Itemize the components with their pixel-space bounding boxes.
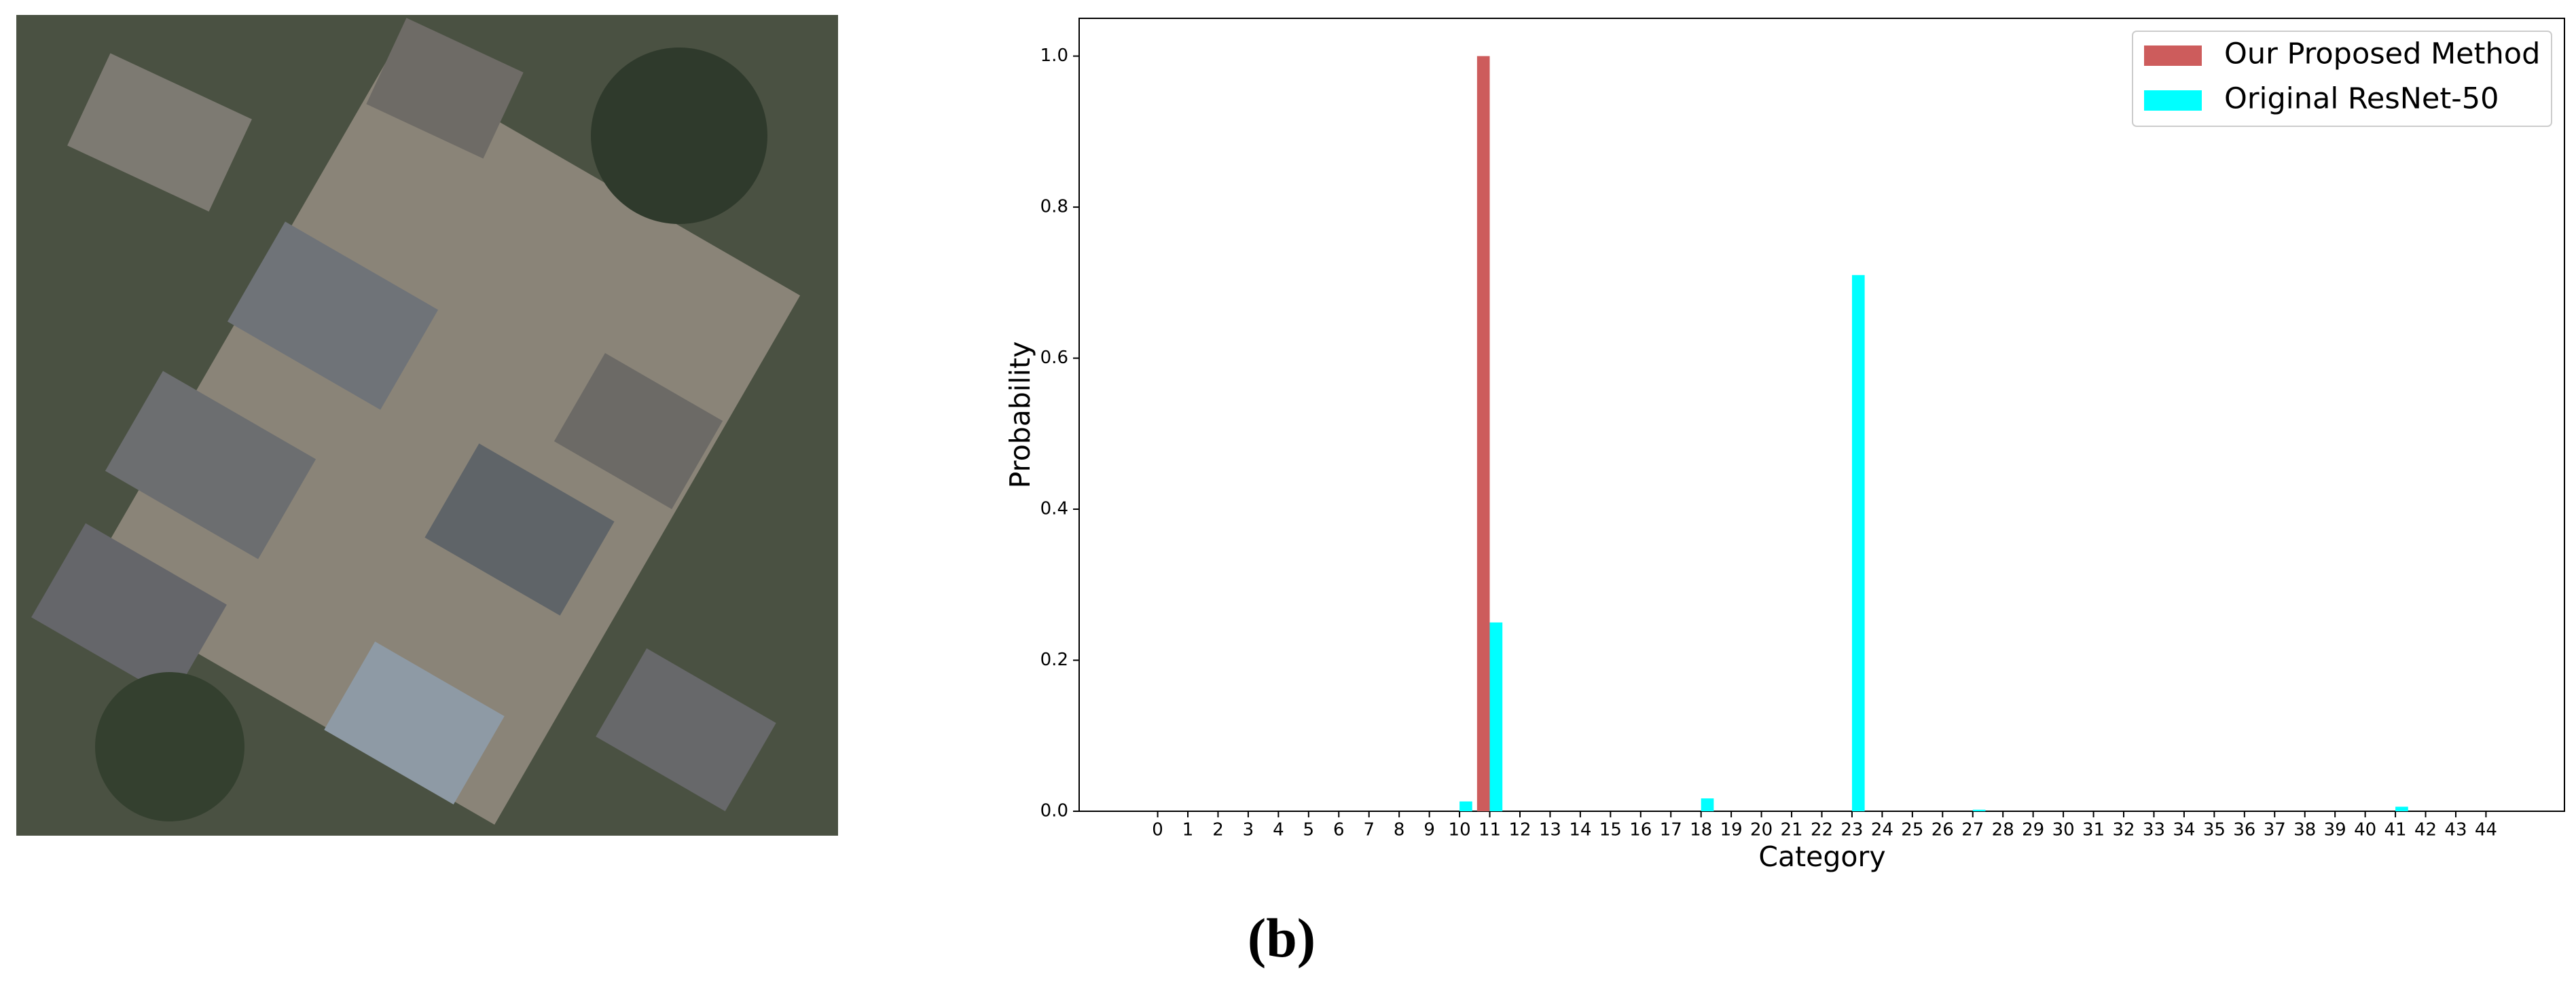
legend-label: Original ResNet-50 — [2224, 82, 2499, 116]
x-tick-label: 30 — [2052, 820, 2075, 840]
x-tick-label: 12 — [1508, 820, 1531, 840]
x-tick-label: 13 — [1539, 820, 1561, 840]
x-tick-label: 7 — [1363, 820, 1375, 840]
y-tick-label: 0.8 — [1040, 197, 1068, 217]
x-tick-label: 43 — [2444, 820, 2467, 840]
axes-frame — [1078, 18, 2565, 812]
legend-swatch — [2144, 90, 2202, 111]
x-tick-label: 19 — [1720, 820, 1743, 840]
x-tick-label: 36 — [2233, 820, 2255, 840]
x-tick-label: 33 — [2143, 820, 2165, 840]
x-tick-label: 32 — [2112, 820, 2135, 840]
caption: (b) — [1248, 907, 1316, 969]
x-tick-label: 38 — [2293, 820, 2316, 840]
bar — [1972, 809, 1986, 811]
x-tick-label: 9 — [1423, 820, 1435, 840]
y-tick-label: 1.0 — [1040, 45, 1068, 66]
x-tick-label: 1 — [1182, 820, 1194, 840]
x-tick-label: 15 — [1599, 820, 1622, 840]
legend-swatch — [2144, 45, 2202, 66]
x-tick-label: 5 — [1303, 820, 1315, 840]
x-tick-label: 39 — [2324, 820, 2346, 840]
x-tick-label: 21 — [1781, 820, 1803, 840]
bar — [1851, 275, 1865, 811]
x-tick-label: 6 — [1333, 820, 1345, 840]
aerial-image — [16, 15, 838, 836]
x-tick-label: 27 — [1961, 820, 1984, 840]
x-tick-label: 8 — [1394, 820, 1405, 840]
y-axis-label: Probability — [1004, 341, 1036, 489]
y-tick-label: 0.0 — [1040, 801, 1068, 821]
x-tick-label: 14 — [1569, 820, 1591, 840]
bar — [1459, 801, 1472, 811]
x-tick-label: 3 — [1243, 820, 1254, 840]
x-tick-label: 18 — [1690, 820, 1712, 840]
x-tick-label: 34 — [2173, 820, 2195, 840]
x-tick-label: 31 — [2082, 820, 2105, 840]
x-tick-label: 10 — [1449, 820, 1471, 840]
x-tick-label: 11 — [1479, 820, 1501, 840]
x-tick-label: 2 — [1212, 820, 1224, 840]
x-tick-label: 28 — [1992, 820, 2014, 840]
x-tick-label: 44 — [2475, 820, 2497, 840]
legend-box — [2132, 31, 2552, 127]
bar — [1489, 622, 1503, 811]
x-tick-label: 4 — [1273, 820, 1284, 840]
legend-label: Our Proposed Method — [2224, 37, 2540, 71]
bar — [1701, 798, 1714, 811]
x-tick-label: 25 — [1901, 820, 1923, 840]
x-tick-label: 37 — [2264, 820, 2286, 840]
x-tick-label: 17 — [1660, 820, 1682, 840]
x-tick-label: 40 — [2354, 820, 2376, 840]
x-tick-label: 20 — [1750, 820, 1773, 840]
x-tick-label: 41 — [2384, 820, 2407, 840]
y-tick-label: 0.2 — [1040, 650, 1068, 670]
x-tick-label: 26 — [1931, 820, 1954, 840]
x-axis-label: Category — [1758, 840, 1885, 873]
bar — [2395, 806, 2408, 811]
bar — [1476, 56, 1490, 812]
x-tick-label: 29 — [2022, 820, 2044, 840]
x-tick-label: 42 — [2414, 820, 2437, 840]
y-tick-label: 0.4 — [1040, 499, 1068, 519]
y-tick-label: 0.6 — [1040, 348, 1068, 368]
x-tick-label: 0 — [1152, 820, 1163, 840]
x-tick-label: 35 — [2203, 820, 2226, 840]
x-tick-label: 16 — [1629, 820, 1652, 840]
x-tick-label: 23 — [1840, 820, 1863, 840]
x-tick-label: 22 — [1811, 820, 1833, 840]
x-tick-label: 24 — [1871, 820, 1893, 840]
